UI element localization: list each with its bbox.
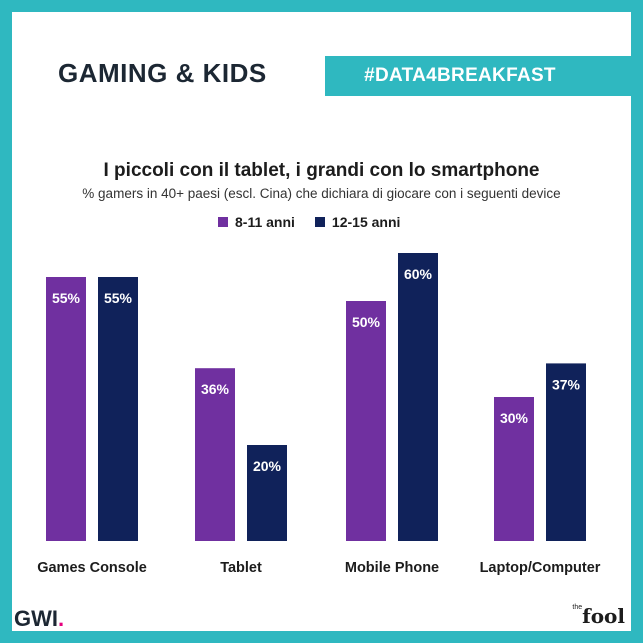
- data-label-tablet-series-2: 20%: [253, 458, 282, 474]
- category-label-laptop-computer: Laptop/Computer: [480, 560, 601, 576]
- bar-games-console-series-2: [98, 277, 138, 541]
- bar-mobile-phone-series-2: [398, 253, 438, 541]
- data-label-games-console-series-1: 55%: [52, 290, 81, 306]
- data-label-mobile-phone-series-2: 60%: [404, 266, 433, 282]
- the-fool-logo-text: fool: [582, 604, 625, 628]
- legend-swatch-12-15: [314, 217, 325, 227]
- chart-legend: 8-11 anni 12-15 anni: [218, 214, 420, 230]
- data-label-laptop-computer-series-2: 37%: [552, 376, 581, 392]
- the-fool-logo: thefool: [572, 604, 625, 628]
- data-label-mobile-phone-series-1: 50%: [352, 314, 381, 330]
- legend-item-8-11: 8-11 anni: [218, 214, 295, 230]
- hashtag-label: #DATA4BREAKFAST: [364, 65, 556, 86]
- the-fool-logo-prefix: the: [572, 604, 583, 611]
- legend-label-8-11: 8-11 anni: [235, 214, 295, 230]
- bar-games-console-series-1: [46, 277, 86, 541]
- page-title: GAMING & KIDS: [58, 58, 267, 88]
- bar-laptop-computer-series-2: [546, 363, 586, 541]
- data-label-games-console-series-2: 55%: [104, 290, 133, 306]
- gwi-logo: GWI.: [14, 606, 65, 631]
- category-label-mobile-phone: Mobile Phone: [345, 560, 439, 576]
- bar-laptop-computer-series-1: [494, 397, 534, 541]
- legend-item-12-15: 12-15 anni: [314, 214, 401, 230]
- category-label-games-console: Games Console: [37, 560, 147, 576]
- legend-label-12-15: 12-15 anni: [331, 214, 401, 230]
- chart-subtitle: % gamers in 40+ paesi (escl. Cina) che d…: [82, 186, 561, 201]
- category-label-tablet: Tablet: [220, 560, 262, 576]
- hashtag-banner: #DATA4BREAKFAST: [325, 56, 631, 96]
- data-label-tablet-series-1: 36%: [201, 381, 230, 397]
- bar-tablet-series-1: [195, 368, 235, 541]
- bar-tablet-series-2: [247, 445, 287, 541]
- gwi-logo-text: GWI: [14, 606, 58, 631]
- data-label-laptop-computer-series-1: 30%: [500, 410, 529, 426]
- legend-swatch-8-11: [218, 217, 228, 227]
- chart-title: I piccoli con il tablet, i grandi con lo…: [103, 160, 540, 181]
- bar-mobile-phone-series-1: [346, 301, 386, 541]
